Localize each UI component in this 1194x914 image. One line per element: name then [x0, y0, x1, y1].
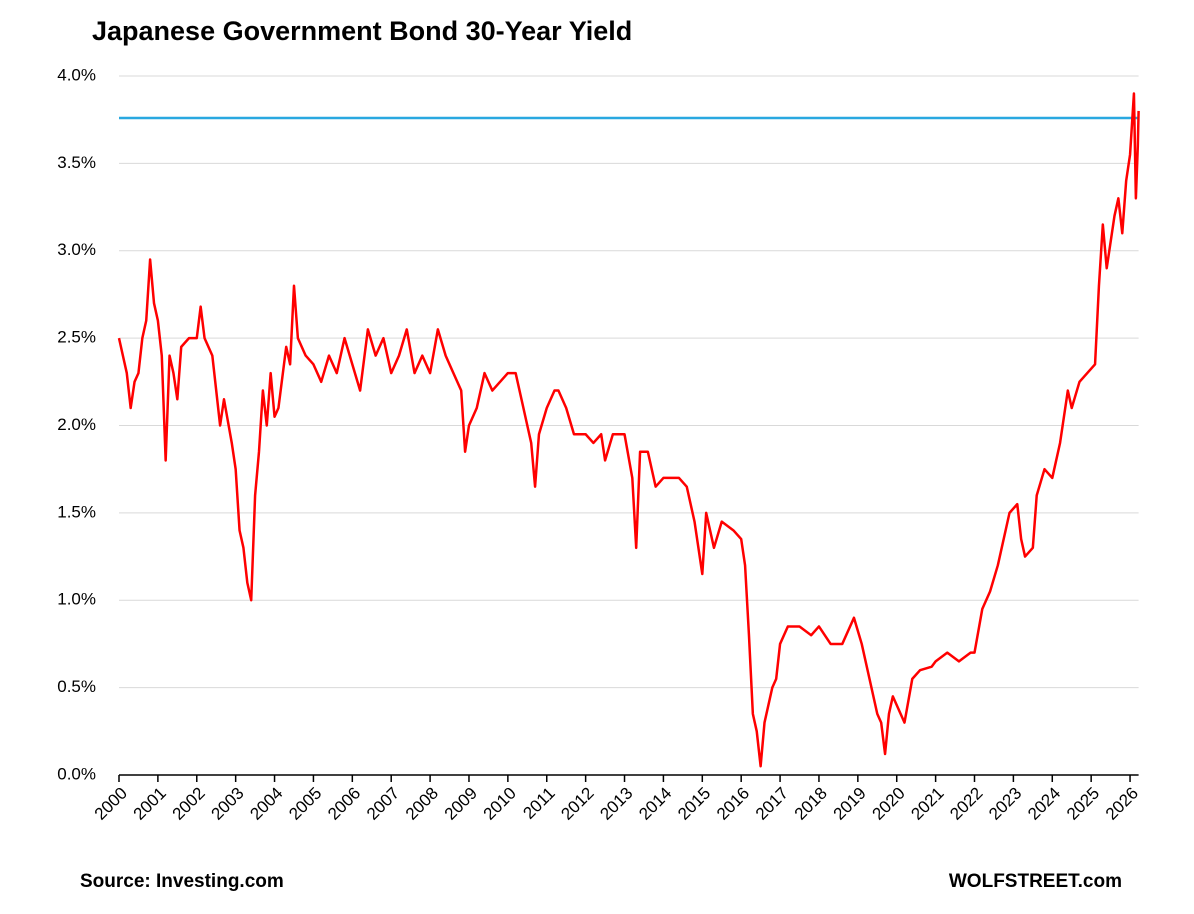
x-tick-label: 2018: [791, 784, 831, 824]
x-tick-label: 2001: [130, 784, 170, 824]
chart-title: Japanese Government Bond 30-Year Yield: [92, 16, 632, 46]
x-tick-label: 2004: [246, 784, 286, 824]
y-tick-label: 3.5%: [57, 153, 96, 172]
y-tick-label: 0.0%: [57, 764, 96, 783]
x-tick-label: 2021: [907, 784, 947, 824]
series-line: [117, 92, 1140, 768]
source: Source: Investing.com: [80, 871, 284, 892]
credit: WOLFSTREET.com: [949, 871, 1122, 892]
x-tick-label: 2008: [402, 784, 442, 824]
x-tick-label: 2010: [480, 784, 520, 824]
x-tick-label: 2016: [713, 784, 753, 824]
x-tick-label: 2015: [674, 784, 714, 824]
x-tick-label: 2026: [1102, 784, 1142, 824]
y-tick-label: 3.0%: [57, 240, 96, 259]
x-tick-label: 2007: [363, 784, 403, 824]
y-tick-label: 2.0%: [57, 415, 96, 434]
x-tick-label: 2003: [207, 784, 247, 824]
x-tick-label: 2012: [557, 784, 597, 824]
x-tick-label: 2006: [324, 784, 364, 824]
x-tick-label: 2011: [519, 784, 558, 823]
x-tick-label: 2005: [285, 784, 325, 824]
x-tick-label: 2025: [1063, 784, 1103, 824]
x-tick-label: 2019: [830, 784, 870, 824]
y-tick-label: 1.5%: [57, 502, 96, 521]
x-tick-label: 2023: [985, 784, 1025, 824]
x-tick-label: 2000: [91, 784, 131, 824]
y-tick-label: 0.5%: [57, 677, 96, 696]
x-tick-label: 2017: [752, 784, 792, 824]
x-tick-label: 2013: [596, 784, 636, 824]
x-tick-label: 2022: [946, 784, 986, 824]
x-tick-label: 2002: [169, 784, 209, 824]
x-tick-label: 2020: [869, 784, 909, 824]
y-tick-label: 4.0%: [57, 65, 96, 84]
y-tick-label: 2.5%: [57, 328, 96, 347]
x-tick-label: 2009: [441, 784, 481, 824]
y-tick-label: 1.0%: [57, 590, 96, 609]
x-tick-label: 2024: [1024, 784, 1064, 824]
x-tick-label: 2014: [635, 784, 675, 824]
